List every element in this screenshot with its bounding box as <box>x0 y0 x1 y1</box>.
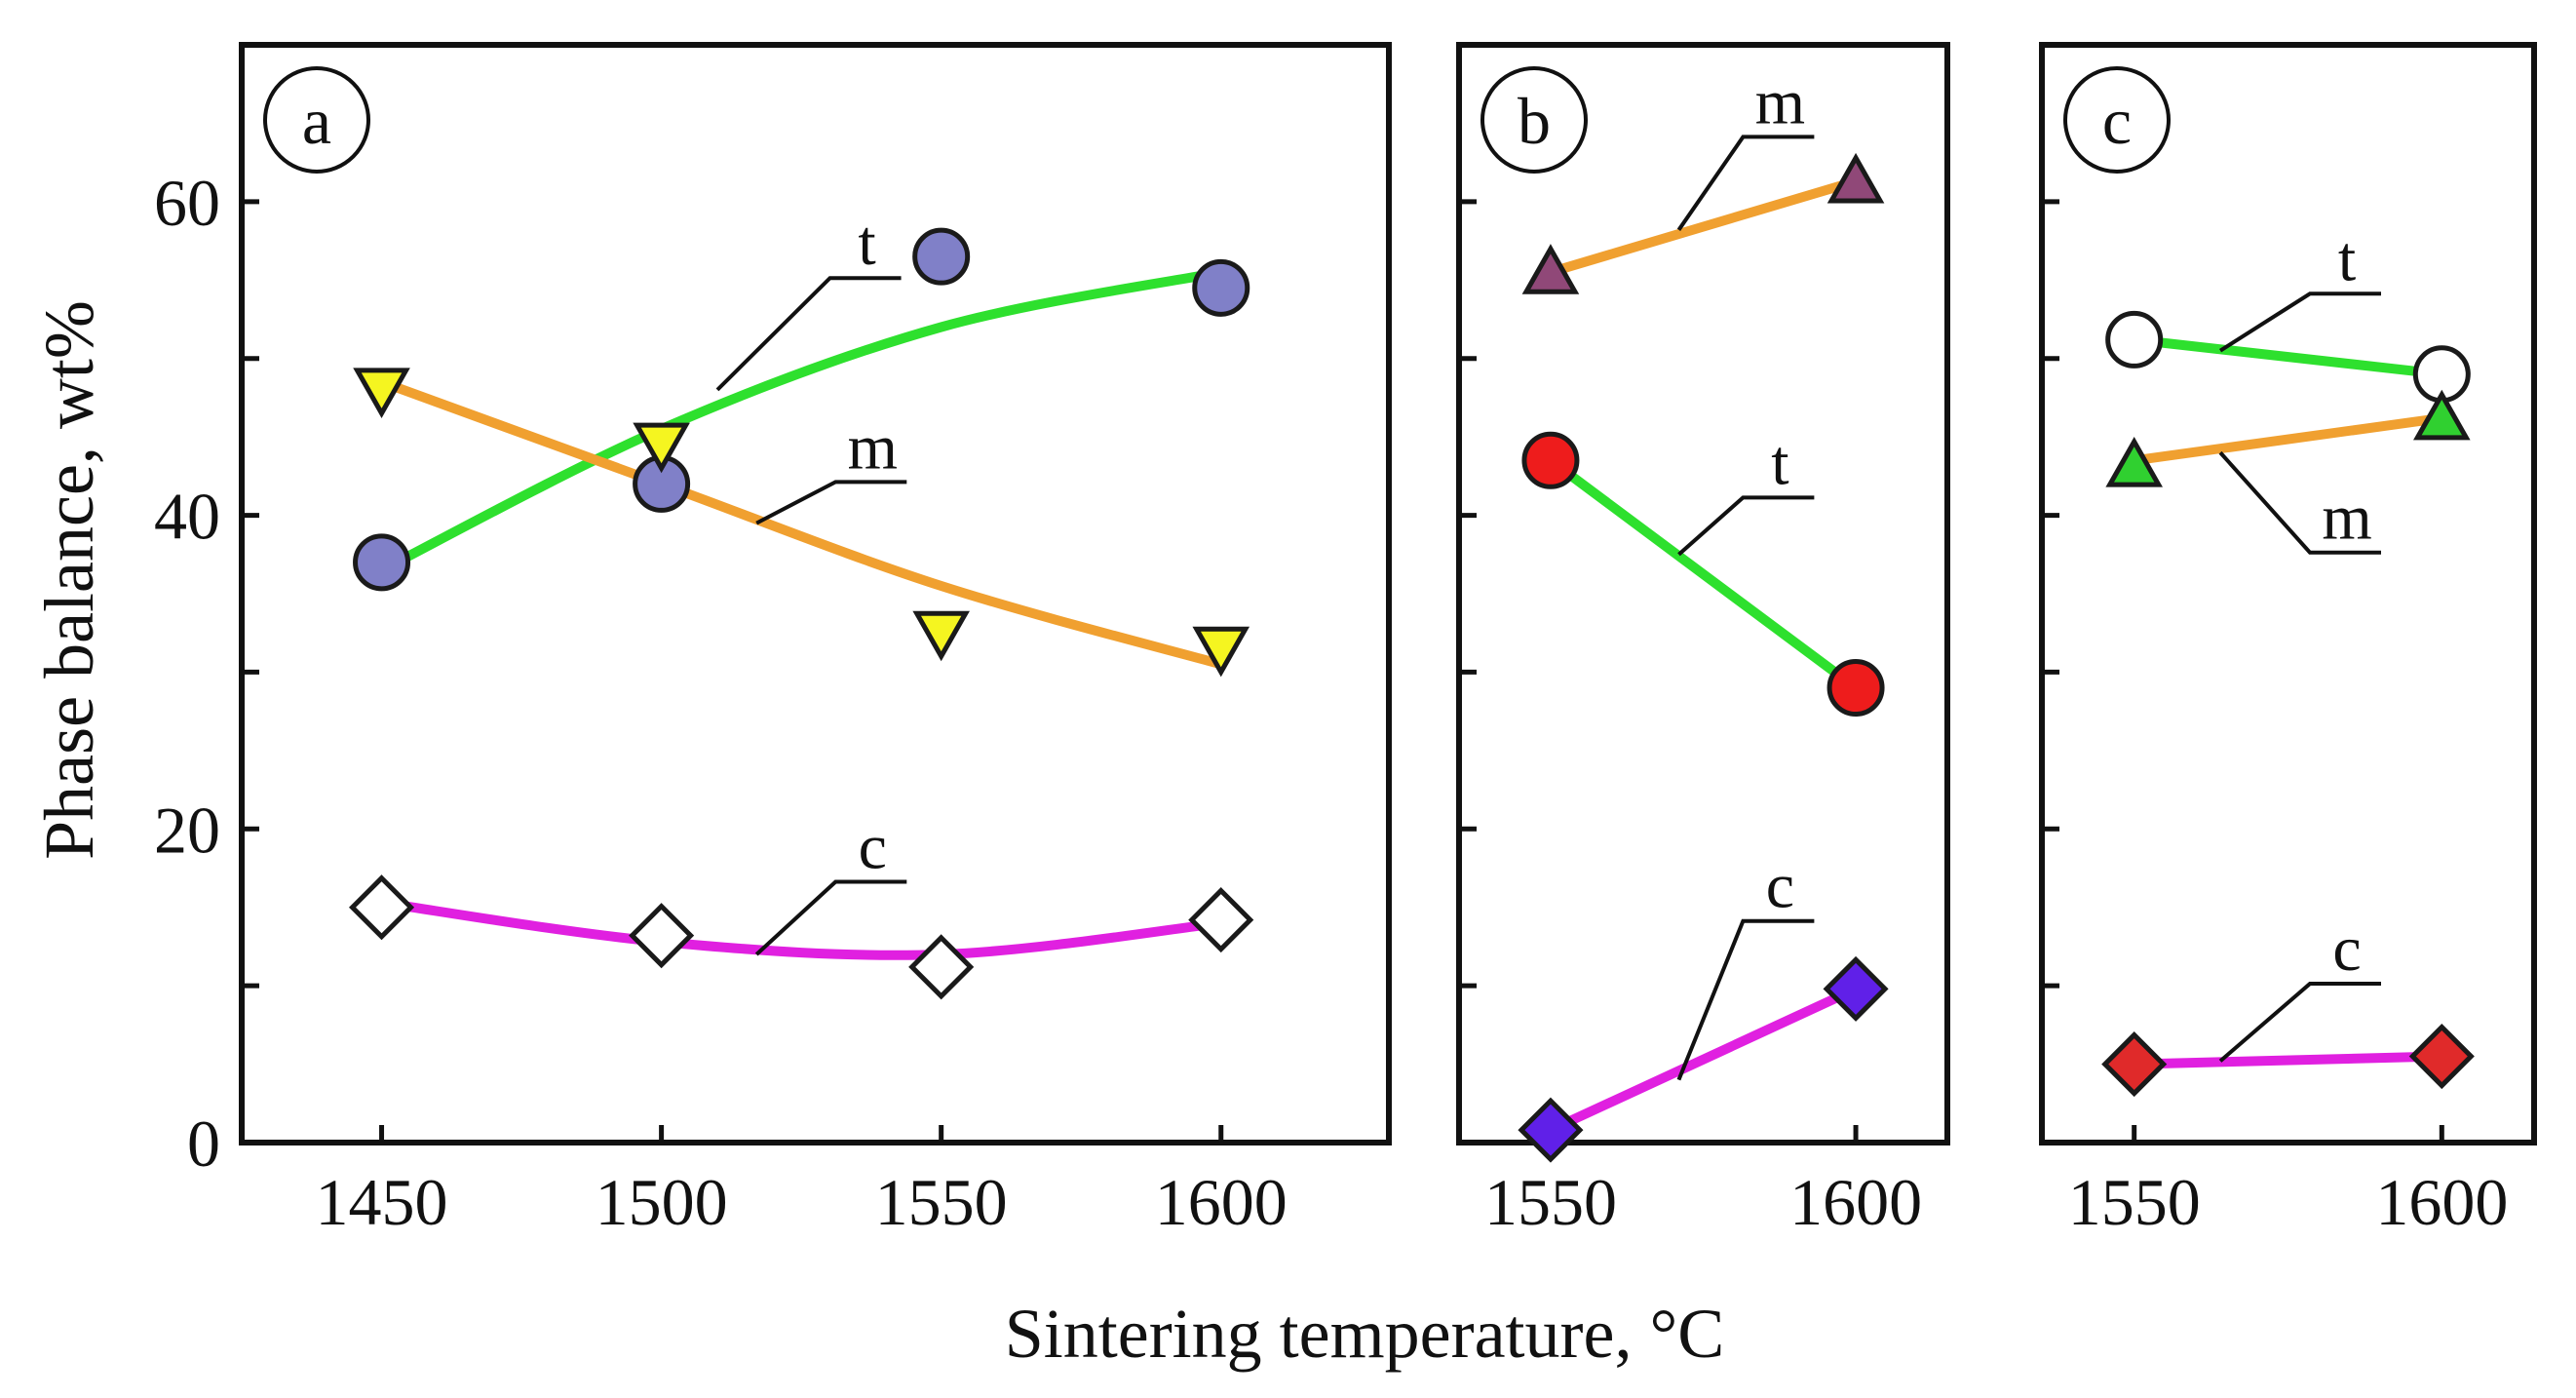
data-point-t <box>912 227 971 286</box>
series-line-c <box>2129 1051 2447 1069</box>
y-axis-label: Phase balance, wt% <box>30 300 108 860</box>
y-tick-label: 40 <box>154 480 220 554</box>
series-line-t <box>1545 455 1862 693</box>
series-line-m <box>2129 412 2447 466</box>
x-tick-label: 1550 <box>875 1165 1008 1239</box>
data-point-c <box>2101 1031 2168 1098</box>
series-line-t <box>376 267 1226 575</box>
label-leader <box>1677 495 1815 557</box>
data-point-m <box>912 610 970 662</box>
panel-label-circle <box>263 66 370 174</box>
data-point-m <box>633 422 690 474</box>
x-tick-label: 1500 <box>596 1165 728 1239</box>
label-leader <box>754 879 907 956</box>
series-label-c: c <box>859 812 887 883</box>
data-point-c <box>908 934 975 1000</box>
data-point-m <box>1521 244 1580 294</box>
label-leader <box>1676 135 1815 231</box>
panel-label: b <box>1518 84 1551 158</box>
panel-label-circle <box>2063 66 2171 174</box>
panel-label-circle <box>1480 66 1588 174</box>
y-tick-label: 60 <box>154 166 220 240</box>
label-leader <box>2218 450 2381 555</box>
x-tick-label: 1600 <box>2375 1165 2508 1239</box>
series-label-m: m <box>2322 483 2371 554</box>
panel-c: 1550 1600 c t m c <box>2039 42 2537 1239</box>
x-tick-label: 1550 <box>1484 1165 1617 1239</box>
y-tick-label: 20 <box>154 793 220 867</box>
data-point-t <box>2105 310 2164 369</box>
series-label-c: c <box>2332 913 2361 985</box>
series-label-t: t <box>858 208 875 279</box>
series-line-c <box>376 897 1226 960</box>
plot-frame <box>239 42 1392 1146</box>
x-tick-label: 1550 <box>2068 1165 2201 1239</box>
data-point-t <box>1521 431 1580 489</box>
data-point-c <box>1518 1097 1584 1163</box>
panel-label: a <box>302 84 331 158</box>
data-point-t <box>1192 258 1250 317</box>
series-line-c <box>1545 984 1862 1136</box>
label-leader <box>2218 982 2381 1063</box>
x-tick-label: 1450 <box>316 1165 448 1239</box>
panel-a: 0 20 40 60 1450 1500 1550 1600 a t m c <box>154 42 1392 1239</box>
x-axis-label: Sintering temperature, °C <box>1005 1295 1725 1373</box>
data-point-c <box>2408 1023 2475 1090</box>
data-point-m <box>1826 152 1885 204</box>
panel-label: c <box>2102 84 2132 158</box>
data-point-m <box>353 368 410 418</box>
plot-frame <box>2039 42 2537 1146</box>
label-leader <box>2218 291 2381 353</box>
y-tick-label: 0 <box>187 1107 220 1181</box>
series-line-m <box>376 376 1226 670</box>
data-point-m <box>2413 389 2471 441</box>
panel-b: 1550 1600 b m t c <box>1456 42 1950 1239</box>
label-leader <box>1676 918 1815 1081</box>
label-leader <box>755 480 907 525</box>
label-leader <box>715 276 902 392</box>
x-tick-label: 1600 <box>1155 1165 1288 1239</box>
data-point-c <box>349 874 415 941</box>
data-point-c <box>1823 955 1889 1022</box>
series-label-m: m <box>848 411 898 483</box>
plot-frame <box>1456 42 1950 1146</box>
data-point-t <box>1826 659 1885 718</box>
series-label-c: c <box>1766 851 1794 922</box>
series-label-t: t <box>1771 427 1788 498</box>
data-point-c <box>1188 887 1254 953</box>
x-tick-label: 1600 <box>1789 1165 1922 1239</box>
data-point-m <box>2105 437 2163 487</box>
data-point-m <box>1192 626 1250 678</box>
series-label-m: m <box>1755 66 1805 137</box>
series-line-m <box>1545 175 1862 278</box>
series-line-t <box>2129 334 2447 379</box>
data-point-c <box>629 903 695 969</box>
series-label-t: t <box>2338 223 2356 294</box>
data-point-t <box>353 533 411 592</box>
